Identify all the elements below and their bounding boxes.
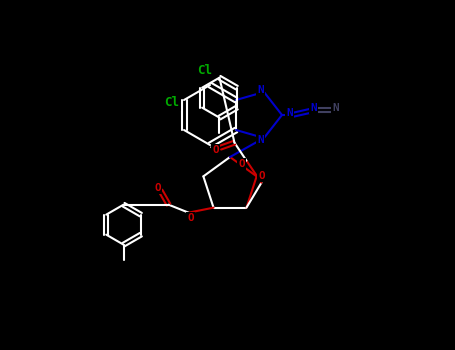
Text: N: N <box>258 135 264 145</box>
Text: O: O <box>258 172 265 181</box>
Text: Cl: Cl <box>197 63 212 77</box>
Text: O: O <box>154 183 161 193</box>
Text: N: N <box>258 85 264 95</box>
Text: O: O <box>238 159 245 169</box>
Text: O: O <box>212 145 219 155</box>
Text: N: N <box>311 103 317 113</box>
Text: Cl: Cl <box>165 97 180 110</box>
Text: O: O <box>187 213 194 223</box>
Text: N: N <box>333 103 339 113</box>
Text: N: N <box>287 108 293 118</box>
